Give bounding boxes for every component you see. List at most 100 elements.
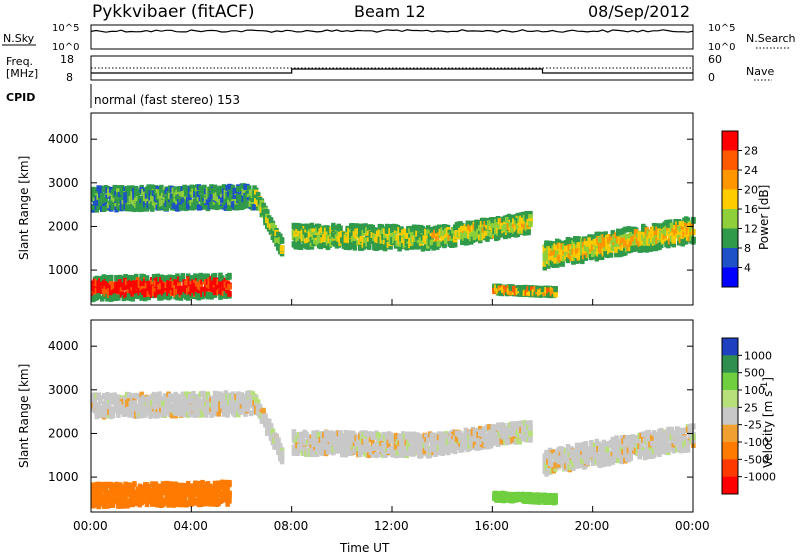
nsearch-tick-top: 10^5 bbox=[708, 23, 735, 34]
power-cell bbox=[157, 284, 162, 291]
velocity-cell bbox=[585, 459, 590, 466]
power-cell bbox=[189, 275, 194, 282]
power-cell bbox=[198, 204, 203, 211]
power-heatmap-cells bbox=[91, 183, 696, 303]
velocity-cell bbox=[553, 462, 558, 469]
velocity-cell bbox=[581, 450, 587, 457]
power-cell bbox=[209, 293, 214, 300]
power-cell bbox=[587, 234, 592, 241]
colorbar-tick-label: 4 bbox=[744, 262, 751, 275]
velocity-cell bbox=[444, 443, 449, 450]
power-cell bbox=[614, 247, 619, 253]
power-cell bbox=[220, 197, 225, 204]
velocity-cell bbox=[221, 406, 227, 413]
power-cell bbox=[229, 195, 234, 202]
power-cell bbox=[641, 229, 646, 236]
velocity-cell bbox=[189, 411, 194, 418]
power-cell bbox=[146, 294, 151, 301]
power-cell bbox=[211, 203, 216, 210]
velocity-cell bbox=[232, 402, 237, 409]
velocity-cell bbox=[463, 427, 469, 434]
power-cell bbox=[479, 230, 485, 237]
power-cell bbox=[148, 288, 153, 295]
power-cell bbox=[168, 293, 173, 300]
velocity-cell bbox=[365, 439, 370, 445]
power-cell bbox=[116, 294, 121, 301]
velocity-cell bbox=[162, 393, 168, 400]
power-cell bbox=[650, 244, 655, 251]
velocity-cell bbox=[510, 423, 515, 430]
velocity-cell bbox=[300, 436, 306, 443]
power-cell bbox=[435, 235, 440, 242]
power-cell bbox=[601, 242, 607, 249]
power-cell bbox=[465, 220, 470, 227]
power-cell bbox=[232, 193, 237, 199]
power-cell bbox=[169, 198, 175, 205]
power-cell bbox=[556, 239, 562, 246]
power-cell bbox=[610, 230, 616, 237]
velocity-cell bbox=[370, 439, 375, 446]
date-title: 08/Sep/2012 bbox=[588, 2, 690, 21]
velocity-cell bbox=[469, 433, 474, 440]
velocity-cell bbox=[180, 391, 186, 398]
velocity-cell bbox=[331, 449, 336, 456]
velocity-cell bbox=[495, 422, 501, 429]
power-cell bbox=[632, 245, 637, 252]
power-cell bbox=[671, 237, 676, 244]
power-cell bbox=[560, 260, 565, 267]
power-cell bbox=[553, 286, 558, 293]
nsky-trace bbox=[90, 29, 694, 33]
power-cell bbox=[580, 258, 585, 265]
colorbar-swatch bbox=[722, 209, 738, 229]
nsearch-tick-bottom: 10^0 bbox=[708, 42, 735, 53]
power-cell bbox=[218, 293, 223, 300]
power-cell bbox=[202, 184, 207, 191]
velocity-cell bbox=[392, 447, 397, 454]
colorbar-tick-label: 16 bbox=[744, 203, 758, 216]
power-cell bbox=[139, 292, 144, 299]
power-cell bbox=[91, 186, 96, 193]
velocity-cell bbox=[452, 446, 458, 453]
velocity-cell bbox=[169, 412, 175, 419]
colorbar-tick-label: 20 bbox=[744, 184, 758, 197]
power-cell bbox=[680, 226, 685, 233]
power-cell bbox=[352, 244, 358, 251]
power-cell bbox=[298, 243, 304, 250]
nsky-frame bbox=[90, 24, 694, 50]
y-tick-label: 2000 bbox=[48, 219, 79, 233]
power-cell bbox=[291, 234, 297, 241]
velocity-cell bbox=[422, 448, 427, 455]
power-cell bbox=[472, 228, 478, 235]
power-cell bbox=[544, 240, 549, 247]
freq-panel: Freq. [MHz] 18 8 60 0 Nave bbox=[6, 53, 774, 84]
velocity-cell bbox=[257, 404, 263, 411]
velocity-cell bbox=[130, 393, 135, 400]
power-cell bbox=[187, 194, 193, 201]
power-cell bbox=[212, 272, 218, 279]
velocity-cell bbox=[255, 399, 261, 406]
velocity-cell bbox=[465, 438, 470, 445]
power-cell bbox=[265, 209, 270, 216]
velocity-cell bbox=[261, 407, 266, 414]
power-cell bbox=[232, 196, 237, 203]
power-cell bbox=[366, 241, 372, 248]
power-y-axis-label: Slant Range [km] bbox=[17, 156, 31, 260]
power-cell bbox=[358, 230, 363, 237]
power-cell bbox=[130, 275, 135, 281]
power-cell bbox=[614, 251, 619, 258]
power-cell bbox=[250, 199, 255, 206]
velocity-cell bbox=[431, 432, 436, 439]
velocity-cell bbox=[225, 406, 230, 413]
power-cell bbox=[180, 273, 186, 280]
power-cell bbox=[388, 243, 393, 250]
velocity-cell bbox=[528, 420, 533, 427]
velocity-cell bbox=[200, 411, 205, 418]
velocity-cell bbox=[98, 398, 103, 405]
power-cell bbox=[112, 186, 117, 193]
power-cell bbox=[279, 245, 285, 252]
power-cell bbox=[555, 246, 560, 253]
cpid-value: normal (fast stereo) 153 bbox=[94, 93, 240, 107]
nave-label: Nave bbox=[746, 65, 774, 78]
power-cell bbox=[495, 234, 501, 241]
freq-trace bbox=[91, 68, 693, 74]
